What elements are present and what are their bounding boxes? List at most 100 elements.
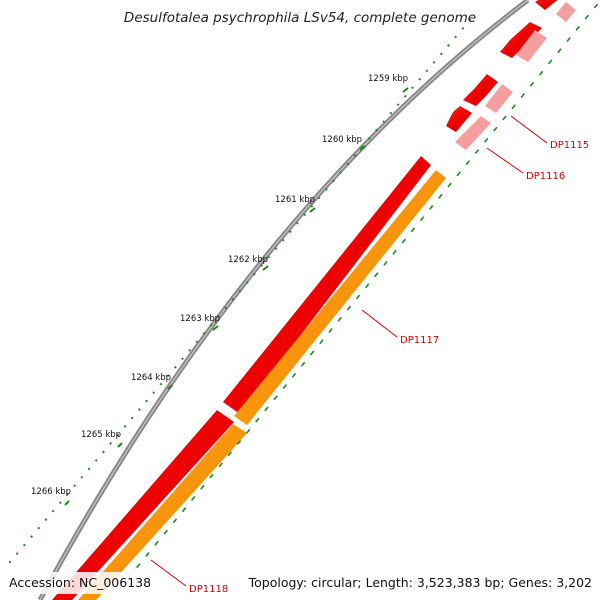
ruler-tick — [465, 160, 471, 166]
ruler-tick — [324, 187, 328, 191]
ruler-tick — [30, 535, 33, 539]
ruler-tick — [461, 27, 465, 30]
ruler-tick — [339, 171, 343, 174]
ruler-tick — [137, 408, 141, 411]
ruler-tick — [152, 391, 156, 395]
inner-ruler — [117, 3, 599, 591]
ruler-tick — [255, 417, 260, 423]
ruler-tick — [159, 382, 163, 386]
tick-mark-1261 — [309, 207, 316, 213]
ruler-tick — [425, 69, 429, 73]
gene-label-DP1115: DP1115 — [550, 140, 589, 151]
ruler-tick — [593, 3, 599, 9]
ruler-tick — [130, 416, 134, 420]
ruler-tick — [15, 552, 19, 555]
gene-label-DP1118: DP1118 — [189, 584, 228, 595]
ruler-tick — [538, 70, 544, 76]
leader-DP1116 — [486, 147, 524, 174]
ruler-tick — [66, 492, 69, 496]
ruler-tick — [474, 149, 480, 154]
ruler-tick — [502, 115, 507, 121]
ruler-tick — [364, 283, 370, 289]
ruler-tick — [456, 171, 461, 177]
ruler-tick — [260, 264, 263, 268]
ruler-tick — [274, 247, 278, 251]
gene-block-top — [535, 0, 558, 10]
ruler-tick — [396, 103, 400, 107]
tick-label-1265: 1265 kbp — [81, 430, 121, 440]
ruler-tick — [181, 357, 184, 361]
ruler-tick — [195, 340, 199, 344]
gene-DP1118-bar — [52, 410, 234, 600]
ruler-tick — [172, 518, 178, 524]
ruler-tick — [94, 458, 98, 462]
leader-DP1117 — [361, 309, 398, 338]
ruler-tick — [281, 238, 285, 242]
ruler-tick — [566, 37, 571, 42]
gene-DP1115-arrow — [463, 74, 498, 106]
forward-strand-track — [52, 0, 558, 600]
gene-pale-a — [516, 30, 547, 62]
tick-label-1261: 1261 kbp — [275, 195, 315, 205]
ruler-tick — [236, 440, 242, 445]
ruler-tick — [231, 298, 235, 301]
ruler-tick — [547, 59, 553, 65]
ruler-tick — [468, 18, 472, 22]
map-title: Desulfotalea psychrophila LSv54, complet… — [124, 10, 476, 26]
ruler-tick — [218, 462, 223, 468]
ruler-tick — [227, 451, 233, 457]
ruler-tick — [163, 529, 169, 535]
leader-DP1118 — [150, 559, 187, 587]
ruler-tick — [252, 272, 256, 276]
ruler-tick — [403, 94, 407, 98]
ruler-tick — [22, 543, 26, 547]
ruler-tick — [245, 428, 251, 434]
ruler-tick — [355, 294, 361, 300]
ruler-tick — [181, 507, 187, 513]
tick-label-1259: 1259 kbp — [368, 74, 408, 84]
ruler-tick — [438, 193, 443, 199]
ruler-tick — [428, 204, 434, 210]
ruler-tick — [346, 162, 350, 166]
ruler-tick — [136, 563, 141, 569]
tick-mark-1263 — [212, 325, 219, 331]
ruler-tick — [454, 35, 458, 39]
ruler-tick — [145, 399, 148, 403]
gene-pale-DP1115 — [485, 84, 513, 113]
ruler-tick — [238, 289, 242, 293]
ruler-tick — [8, 560, 12, 564]
genome-backbone — [37, 0, 530, 600]
gene-label-DP1117: DP1117 — [400, 335, 439, 346]
ruler-tick — [332, 179, 335, 183]
ruler-tick — [575, 25, 580, 31]
ruler-tick — [282, 384, 288, 390]
ruler-tick — [375, 128, 378, 132]
tick-label-1264: 1264 kbp — [131, 373, 171, 383]
ruler-tick — [493, 126, 498, 132]
tick-label-1262: 1262 kbp — [228, 255, 268, 265]
ruler-tick — [401, 238, 407, 244]
gene-orange-lower — [78, 424, 247, 600]
ruler-tick — [273, 395, 278, 401]
ruler-tick — [520, 93, 526, 99]
tick-label-1263: 1263 kbp — [180, 314, 220, 324]
leader-DP1115 — [510, 115, 548, 144]
ruler-tick — [392, 249, 397, 255]
ruler-tick — [154, 540, 159, 546]
ruler-tick — [224, 306, 228, 310]
ruler-tick — [87, 467, 91, 471]
ruler-tick — [367, 137, 371, 140]
ruler-tick — [123, 425, 127, 428]
ruler-tick — [73, 484, 77, 488]
ruler-tick — [188, 348, 192, 352]
ruler-tick — [102, 450, 105, 454]
gene-DP1116-arrow — [446, 106, 472, 132]
tick-mark-1262 — [262, 265, 269, 271]
ruler-tick — [511, 104, 516, 110]
ruler-tick — [245, 281, 249, 284]
ruler-tick — [202, 331, 206, 335]
tick-label-1260: 1260 kbp — [322, 135, 362, 145]
ruler-tick — [145, 552, 150, 557]
ruler-tick — [288, 230, 292, 234]
